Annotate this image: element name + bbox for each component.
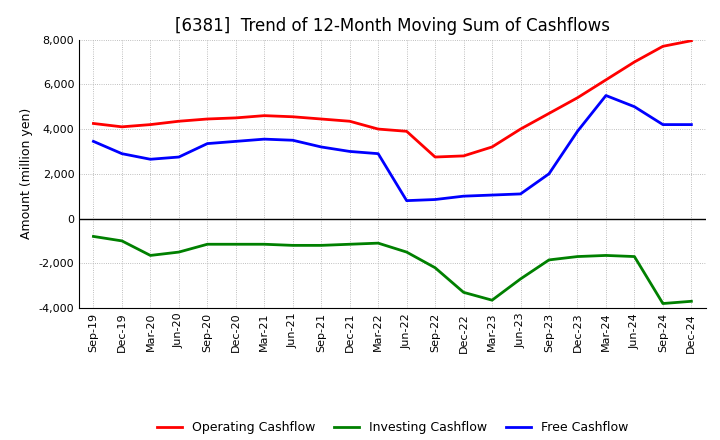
Free Cashflow bbox=[602, 93, 611, 98]
Operating Cashflow bbox=[659, 44, 667, 49]
Operating Cashflow bbox=[174, 119, 183, 124]
Operating Cashflow bbox=[602, 77, 611, 82]
Operating Cashflow bbox=[516, 126, 525, 132]
Free Cashflow bbox=[89, 139, 98, 144]
Investing Cashflow bbox=[545, 257, 554, 263]
Operating Cashflow bbox=[545, 111, 554, 116]
Operating Cashflow bbox=[289, 114, 297, 119]
Free Cashflow bbox=[232, 139, 240, 144]
Operating Cashflow bbox=[687, 38, 696, 44]
Y-axis label: Amount (million yen): Amount (million yen) bbox=[20, 108, 33, 239]
Investing Cashflow bbox=[346, 242, 354, 247]
Operating Cashflow bbox=[232, 115, 240, 121]
Operating Cashflow bbox=[117, 124, 126, 129]
Investing Cashflow bbox=[317, 243, 325, 248]
Operating Cashflow bbox=[89, 121, 98, 126]
Line: Investing Cashflow: Investing Cashflow bbox=[94, 236, 691, 304]
Investing Cashflow bbox=[174, 249, 183, 255]
Investing Cashflow bbox=[516, 276, 525, 282]
Investing Cashflow bbox=[203, 242, 212, 247]
Free Cashflow bbox=[260, 136, 269, 142]
Investing Cashflow bbox=[402, 249, 411, 255]
Free Cashflow bbox=[431, 197, 439, 202]
Operating Cashflow bbox=[402, 128, 411, 134]
Free Cashflow bbox=[516, 191, 525, 197]
Operating Cashflow bbox=[260, 113, 269, 118]
Free Cashflow bbox=[203, 141, 212, 146]
Operating Cashflow bbox=[630, 59, 639, 65]
Line: Operating Cashflow: Operating Cashflow bbox=[94, 41, 691, 157]
Investing Cashflow bbox=[260, 242, 269, 247]
Operating Cashflow bbox=[431, 154, 439, 160]
Investing Cashflow bbox=[687, 299, 696, 304]
Investing Cashflow bbox=[459, 290, 468, 295]
Investing Cashflow bbox=[487, 297, 496, 303]
Free Cashflow bbox=[545, 171, 554, 176]
Free Cashflow bbox=[459, 194, 468, 199]
Legend: Operating Cashflow, Investing Cashflow, Free Cashflow: Operating Cashflow, Investing Cashflow, … bbox=[152, 416, 633, 439]
Investing Cashflow bbox=[117, 238, 126, 244]
Free Cashflow bbox=[289, 138, 297, 143]
Investing Cashflow bbox=[232, 242, 240, 247]
Operating Cashflow bbox=[374, 126, 382, 132]
Free Cashflow bbox=[573, 128, 582, 134]
Free Cashflow bbox=[687, 122, 696, 127]
Operating Cashflow bbox=[573, 95, 582, 100]
Title: [6381]  Trend of 12-Month Moving Sum of Cashflows: [6381] Trend of 12-Month Moving Sum of C… bbox=[175, 17, 610, 35]
Investing Cashflow bbox=[289, 243, 297, 248]
Free Cashflow bbox=[346, 149, 354, 154]
Free Cashflow bbox=[374, 151, 382, 156]
Operating Cashflow bbox=[346, 119, 354, 124]
Free Cashflow bbox=[402, 198, 411, 203]
Line: Free Cashflow: Free Cashflow bbox=[94, 95, 691, 201]
Investing Cashflow bbox=[89, 234, 98, 239]
Investing Cashflow bbox=[630, 254, 639, 259]
Free Cashflow bbox=[317, 144, 325, 150]
Investing Cashflow bbox=[146, 253, 155, 258]
Operating Cashflow bbox=[146, 122, 155, 127]
Operating Cashflow bbox=[317, 116, 325, 121]
Free Cashflow bbox=[174, 154, 183, 160]
Investing Cashflow bbox=[431, 265, 439, 270]
Free Cashflow bbox=[146, 157, 155, 162]
Operating Cashflow bbox=[459, 153, 468, 158]
Free Cashflow bbox=[117, 151, 126, 156]
Free Cashflow bbox=[487, 192, 496, 198]
Investing Cashflow bbox=[374, 241, 382, 246]
Investing Cashflow bbox=[602, 253, 611, 258]
Investing Cashflow bbox=[659, 301, 667, 306]
Operating Cashflow bbox=[203, 116, 212, 121]
Investing Cashflow bbox=[573, 254, 582, 259]
Operating Cashflow bbox=[487, 144, 496, 150]
Free Cashflow bbox=[659, 122, 667, 127]
Free Cashflow bbox=[630, 104, 639, 109]
